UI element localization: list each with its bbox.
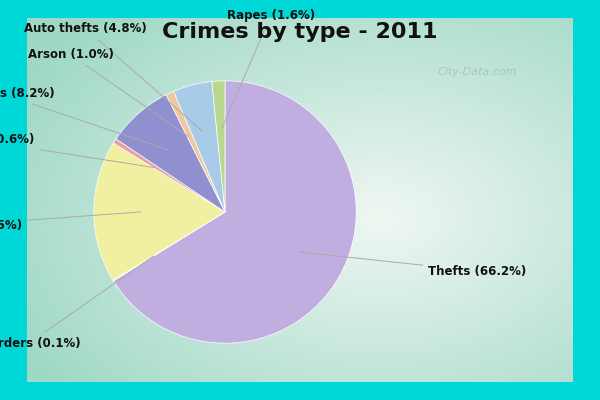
- Text: Auto thefts (4.8%): Auto thefts (4.8%): [23, 22, 203, 131]
- Wedge shape: [113, 139, 225, 212]
- Text: Assaults (8.2%): Assaults (8.2%): [0, 88, 169, 150]
- Wedge shape: [212, 81, 225, 212]
- Text: Murders (0.1%): Murders (0.1%): [0, 256, 154, 350]
- Text: Rapes (1.6%): Rapes (1.6%): [222, 9, 315, 128]
- Text: Thefts (66.2%): Thefts (66.2%): [299, 252, 527, 278]
- Wedge shape: [166, 91, 225, 212]
- Wedge shape: [113, 81, 356, 343]
- Wedge shape: [173, 82, 225, 212]
- Wedge shape: [94, 143, 225, 280]
- Wedge shape: [113, 212, 225, 281]
- Wedge shape: [116, 95, 225, 212]
- Text: Crimes by type - 2011: Crimes by type - 2011: [162, 22, 438, 42]
- Text: Robberies (0.6%): Robberies (0.6%): [0, 133, 154, 168]
- Text: City-Data.com: City-Data.com: [438, 67, 517, 77]
- Text: Burglaries (17.5%): Burglaries (17.5%): [0, 212, 141, 232]
- Text: Arson (1.0%): Arson (1.0%): [28, 48, 188, 136]
